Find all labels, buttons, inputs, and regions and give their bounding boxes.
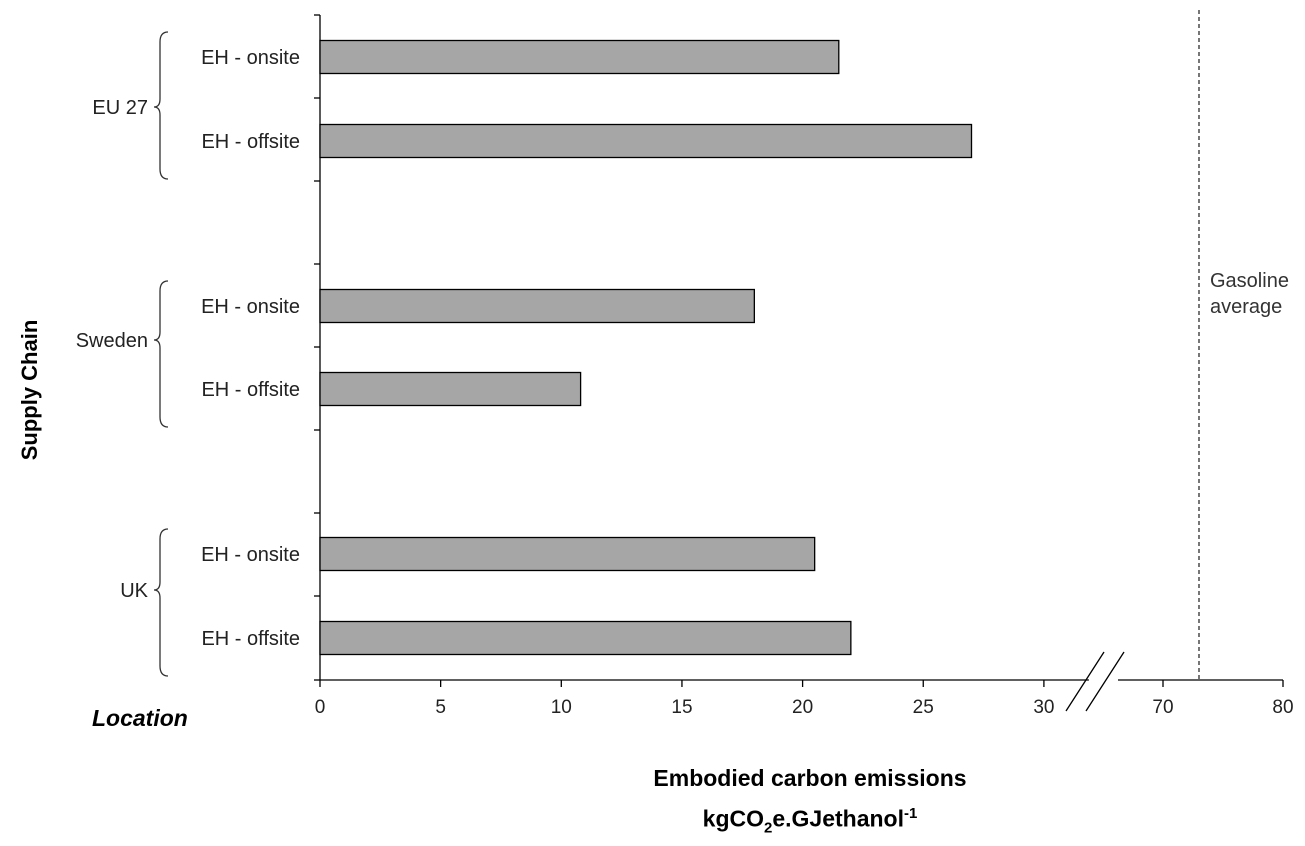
x-tick-label: 70	[1152, 697, 1173, 718]
x-axis-title-line2: kgCO2e.GJethanol-1	[702, 805, 918, 837]
category-label: EH - offsite	[201, 379, 300, 401]
group-brace	[153, 31, 169, 180]
x-tick-label: 20	[792, 697, 813, 718]
y-axis-title: Supply Chain	[17, 319, 42, 461]
group-label: EU 27	[92, 97, 148, 119]
location-title: Location	[92, 705, 188, 731]
group-label: Sweden	[76, 330, 148, 352]
labels-layer: 0 5 10 15 20 25 30 70 80 EH - onsite EH - offsite E…	[76, 47, 1294, 718]
axis-break-mark	[1065, 651, 1105, 712]
x-tick-label: 5	[435, 697, 446, 718]
group-brace	[153, 528, 169, 677]
bar	[319, 371, 582, 407]
group-brace	[153, 280, 169, 428]
bar	[319, 123, 973, 159]
x-tick-label: 25	[913, 697, 934, 718]
category-label: EH - onsite	[201, 544, 300, 566]
chart-canvas: 0 5 10 15 20 25 30 70 80 EH - onsite EH - offsite E…	[76, 10, 1294, 718]
x-tick-label: 0	[315, 697, 326, 718]
x-tick-label: 10	[551, 697, 572, 718]
group-label: UK	[120, 580, 148, 602]
bar	[319, 536, 816, 572]
bars-layer	[319, 39, 973, 656]
category-label: EH - offsite	[201, 628, 300, 650]
reference-line-label: Gasoline average	[1210, 270, 1289, 318]
x-tick-label: 80	[1272, 697, 1293, 718]
x-tick-label: 15	[671, 697, 692, 718]
x-tick-label: 30	[1033, 697, 1054, 718]
axis-break-mark	[1085, 651, 1125, 712]
bar	[319, 620, 852, 656]
axes-layer	[153, 10, 1284, 712]
bar	[319, 288, 755, 324]
x-axis-title: Embodied carbon emissions kgCO2e.GJethan…	[560, 760, 1060, 846]
x-axis-title-line1: Embodied carbon emissions	[653, 765, 967, 791]
category-label: EH - onsite	[201, 296, 300, 318]
bar	[319, 39, 840, 75]
category-label: EH - offsite	[201, 131, 300, 153]
category-label: EH - onsite	[201, 47, 300, 69]
